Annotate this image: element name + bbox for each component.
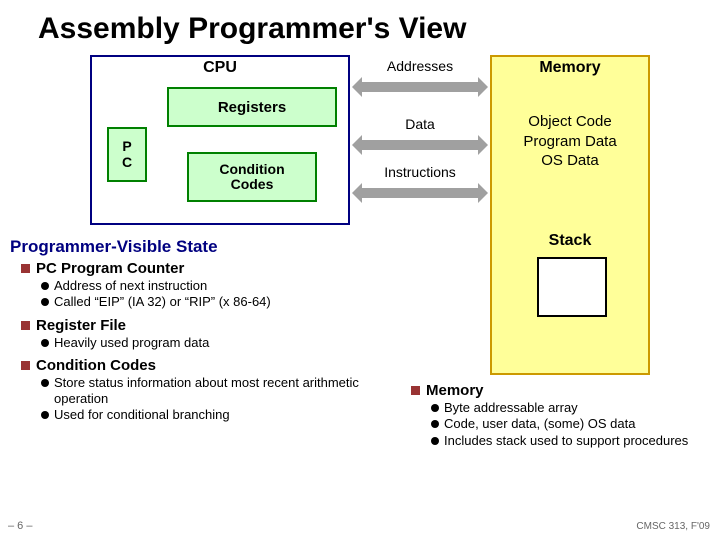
- course-footer: CMSC 313, F'09: [636, 521, 710, 532]
- memory-label: Memory: [492, 59, 648, 77]
- right-column: Memory Byte addressable array Code, user…: [400, 259, 700, 449]
- reg-heading: Register File: [36, 317, 400, 334]
- cc-heading: Condition Codes: [36, 357, 400, 374]
- slide-number: – 6 –: [8, 520, 32, 532]
- cpu-box: CPU P C Registers Condition Codes: [90, 55, 350, 225]
- slide-title: Assembly Programmer's View: [0, 0, 720, 46]
- condition-codes-box: Condition Codes: [187, 152, 317, 202]
- addresses-label: Addresses: [350, 58, 490, 74]
- data-label: Data: [350, 116, 490, 132]
- content: Programmer-Visible State PC Program Coun…: [10, 237, 710, 449]
- mem-bullet: Includes stack used to support procedure…: [444, 433, 700, 449]
- reg-bullet: Heavily used program data: [54, 335, 400, 351]
- registers-box: Registers: [167, 87, 337, 127]
- addresses-bus: [352, 77, 488, 97]
- pc-bullet: Called “EIP” (IA 32) or “RIP” (x 86-64): [54, 294, 400, 310]
- mem-bullet: Code, user data, (some) OS data: [444, 416, 700, 432]
- section-heading: Programmer-Visible State: [10, 237, 710, 257]
- mem-heading: Memory: [426, 382, 700, 399]
- pc-bullet: Address of next instruction: [54, 278, 400, 294]
- cpu-label: CPU: [92, 59, 348, 77]
- pc-heading: PC Program Counter: [36, 260, 400, 277]
- data-bus: [352, 135, 488, 155]
- instructions-label: Instructions: [350, 164, 490, 180]
- cc-bullet: Store status information about most rece…: [54, 375, 400, 408]
- mem-bullet: Byte addressable array: [444, 400, 700, 416]
- instructions-bus: [352, 183, 488, 203]
- cc-bullet: Used for conditional branching: [54, 407, 400, 423]
- pc-box: P C: [107, 127, 147, 182]
- memory-contents: Object Code Program Data OS Data: [492, 112, 648, 171]
- diagram: CPU P C Registers Condition Codes Addres…: [90, 55, 650, 230]
- left-column: PC Program Counter Address of next instr…: [10, 259, 400, 449]
